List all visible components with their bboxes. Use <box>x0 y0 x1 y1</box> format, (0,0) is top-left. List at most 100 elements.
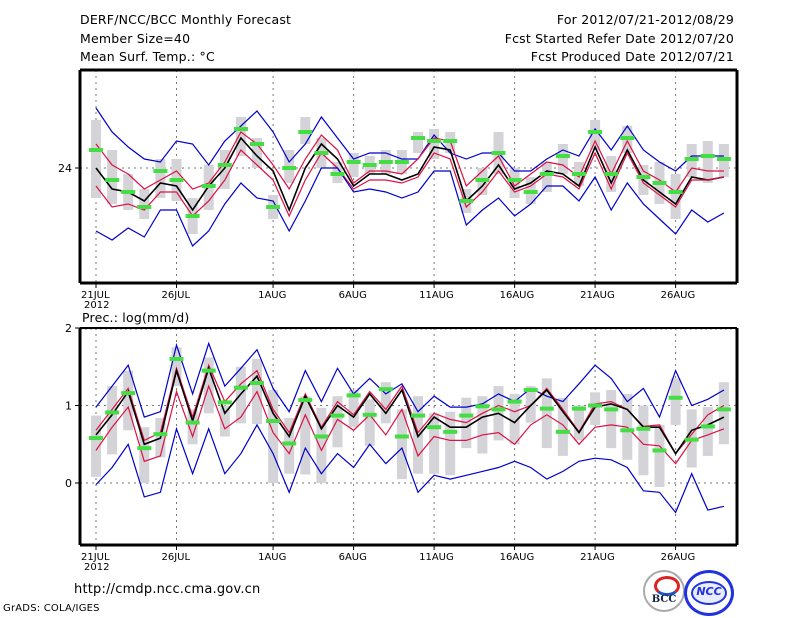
prec-median-marker <box>314 434 329 439</box>
prec-box <box>396 409 407 480</box>
temp-year-label: 2012 <box>84 300 109 311</box>
forecast-started-label: Fcst Started Refer Date 2012/07/20 <box>504 31 734 46</box>
forecast-produced-label: Fcst Produced Date 2012/07/21 <box>530 49 734 64</box>
prec-median-marker <box>137 446 152 451</box>
temp-box <box>429 129 440 159</box>
prec-series-p25 <box>95 384 725 465</box>
prec-median-marker <box>346 393 361 398</box>
temp-median-marker <box>716 157 731 161</box>
temp-median-marker <box>233 127 248 131</box>
prec-box <box>557 397 568 456</box>
prec-median-marker <box>378 387 393 392</box>
temp-median-marker <box>282 166 297 170</box>
temp-median-marker <box>169 178 184 182</box>
prec-box <box>429 413 440 474</box>
prec-box <box>123 370 134 431</box>
prec-series-p75 <box>95 363 725 455</box>
temp-ytick-label: 24 <box>58 162 72 175</box>
temp-median-marker <box>507 178 522 182</box>
temp-xtick-label: 1AUG <box>258 290 286 301</box>
source-url[interactable]: http://cmdp.ncc.cma.gov.cn <box>74 582 261 597</box>
temp-box <box>413 132 423 153</box>
prec-box <box>187 409 198 445</box>
bcc-swirl-icon <box>654 576 680 596</box>
prec-box <box>606 390 617 449</box>
temp-median-marker <box>427 139 442 143</box>
prec-box <box>364 399 375 446</box>
temp-median-marker <box>443 139 458 143</box>
prec-xtick-label: 21JUL <box>81 552 110 563</box>
temp-median-marker <box>459 199 474 203</box>
prec-median-marker <box>684 437 699 442</box>
ncc-globe-icon <box>691 581 727 605</box>
temp-median-marker <box>185 214 200 218</box>
prec-box <box>718 382 729 445</box>
prec-box <box>525 386 536 423</box>
prec-box <box>702 407 713 456</box>
prec-box <box>654 424 665 487</box>
prec-ytick-label: 2 <box>65 322 72 335</box>
temp-series-p25 <box>95 149 725 218</box>
temp-median-marker <box>330 172 345 176</box>
prec-xtick-label: 11AUG <box>419 552 454 563</box>
prec-box <box>268 390 279 483</box>
temp-median-marker <box>411 136 425 140</box>
prec-box <box>219 405 230 437</box>
temp-median-marker <box>491 151 506 155</box>
prec-median-marker <box>411 413 425 418</box>
prec-xtick-label: 21AUG <box>580 552 615 563</box>
prec-median-marker <box>491 407 506 412</box>
prec-median-marker <box>153 432 168 437</box>
temp-median-marker <box>620 136 635 140</box>
prec-median-marker <box>394 434 409 439</box>
temp-box <box>139 189 150 219</box>
prec-year-label: 2012 <box>84 562 109 573</box>
prec-median-marker <box>443 429 458 434</box>
prec-box <box>509 393 520 445</box>
prec-median-marker <box>652 448 667 453</box>
temp-box <box>252 138 262 168</box>
temp-median-marker <box>523 190 538 194</box>
temp-median-marker <box>217 163 232 167</box>
prec-box <box>91 415 101 477</box>
temp-box <box>702 141 713 183</box>
temp-median-marker <box>250 142 264 146</box>
prec-box <box>107 386 118 455</box>
prec-box <box>139 427 150 483</box>
prec-series-max <box>95 341 725 419</box>
forecast-period-label: For 2012/07/21-2012/08/29 <box>556 12 734 27</box>
temp-median-marker <box>201 184 216 188</box>
temp-box <box>155 159 166 198</box>
temp-xtick-label: 11AUG <box>419 290 454 301</box>
prec-median-marker <box>572 406 586 411</box>
prec-median-marker <box>539 406 554 411</box>
grads-credit: GrADS: COLA/IGES <box>3 603 100 614</box>
temp-box <box>557 144 568 174</box>
temp-median-marker <box>298 130 313 134</box>
prec-box <box>638 405 649 476</box>
temp-box <box>235 117 246 156</box>
temp-series-min <box>95 167 725 248</box>
temp-box <box>348 153 359 177</box>
prec-box <box>477 396 488 454</box>
prec-series-mean <box>95 365 725 456</box>
temp-median-marker <box>700 154 715 158</box>
prec-median-marker <box>636 426 651 431</box>
prec-median-marker <box>105 410 120 415</box>
temp-xtick-label: 26AUG <box>661 290 696 301</box>
prec-median-marker <box>169 357 184 361</box>
temp-xtick-label: 16AUG <box>500 290 535 301</box>
prec-xtick-label: 26JUL <box>162 552 191 563</box>
prec-median-marker <box>459 413 474 418</box>
temp-box <box>590 120 601 150</box>
prec-median-marker <box>250 381 264 386</box>
prec-median-marker <box>588 403 603 408</box>
prec-median-marker <box>362 412 377 417</box>
temp-box <box>107 150 118 204</box>
temp-median-marker <box>137 205 152 209</box>
prec-median-marker <box>427 425 442 430</box>
temp-xtick-label: 6AUG <box>339 290 367 301</box>
temp-series-p75 <box>95 131 724 193</box>
prec-median-marker <box>89 436 103 441</box>
temperature-variable-label: Mean Surf. Temp.: °C <box>80 49 215 64</box>
